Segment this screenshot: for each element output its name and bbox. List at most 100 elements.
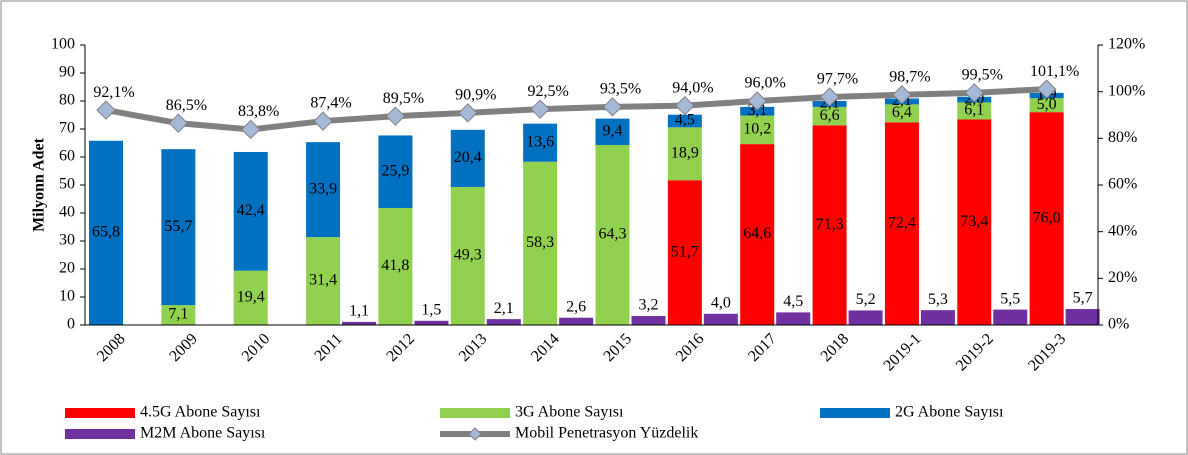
y-tick-label: 20 <box>59 260 75 277</box>
y2-tick-label: 20% <box>1108 269 1137 286</box>
data-label: 5,3 <box>928 291 948 308</box>
y-tick-label: 100 <box>51 36 75 53</box>
bar <box>848 310 883 325</box>
data-label: 2,6 <box>566 298 586 315</box>
bar-segment <box>1029 98 1064 113</box>
y2-tick-label: 120% <box>1108 36 1145 53</box>
bar <box>559 317 594 325</box>
line-marker <box>385 106 406 126</box>
data-label: 7,1 <box>168 306 188 323</box>
bar-segment <box>378 207 413 325</box>
bar-segment <box>884 122 919 325</box>
data-label: 42,4 <box>237 202 265 219</box>
line-marker <box>313 111 333 131</box>
data-label: 55,7 <box>164 218 192 235</box>
bar-segment <box>667 180 702 325</box>
line-marker <box>819 87 840 107</box>
data-label: 3,2 <box>639 297 659 314</box>
data-label: 71,3 <box>816 216 844 233</box>
data-label: 5,2 <box>856 291 876 308</box>
line-marker <box>96 100 116 120</box>
bar-segment <box>740 144 775 325</box>
legend-swatch <box>440 408 510 418</box>
bar-segment <box>161 149 196 306</box>
legend-label: 4.5G Abone Sayısı <box>140 404 261 421</box>
line-marker <box>602 97 623 117</box>
bar-segment <box>233 270 268 325</box>
bar-segment <box>595 118 630 145</box>
bar-segment <box>595 144 630 325</box>
data-label: 10,2 <box>743 121 771 138</box>
y2-tick-label: 80% <box>1108 129 1137 146</box>
line-label: 83,8% <box>238 103 279 120</box>
data-label: 25,9 <box>381 162 409 179</box>
legend-label: 3G Abone Sayısı <box>515 404 624 421</box>
bar-segment <box>161 305 196 325</box>
bar-segment <box>667 114 702 128</box>
data-label: 20,4 <box>454 149 482 166</box>
bar-segment <box>233 151 268 271</box>
y-tick-label: 70 <box>59 120 75 137</box>
bar-segment <box>884 104 919 123</box>
legend-label: 2G Abone Sayısı <box>895 404 1004 421</box>
line-marker <box>892 84 912 105</box>
bar-segment <box>306 237 341 325</box>
line-marker <box>458 103 478 123</box>
legend-swatch <box>65 408 135 418</box>
data-label: 33,9 <box>309 180 337 197</box>
line-label: 94,0% <box>672 79 713 96</box>
line-marker <box>530 99 550 119</box>
data-label: 51,7 <box>671 243 699 260</box>
bar-segment <box>812 106 847 126</box>
line-label: 97,7% <box>817 71 858 88</box>
legend-marker <box>468 427 482 441</box>
data-label: 1,1 <box>349 303 369 320</box>
line-label: 89,5% <box>383 90 424 107</box>
data-label: 4,5 <box>675 112 695 129</box>
data-label: 6,1 <box>964 102 984 119</box>
y-tick-label: 40 <box>59 204 75 221</box>
line-label: 101,1% <box>1030 63 1079 80</box>
data-label: 31,4 <box>309 272 337 289</box>
legend-label: M2M Abone Sayısı <box>140 425 266 442</box>
line-label: 92,5% <box>527 83 568 100</box>
bar <box>920 310 955 325</box>
y-tick-label: 80 <box>59 92 75 109</box>
y2-tick-label: 0% <box>1108 316 1129 333</box>
data-label: 2,1 <box>494 300 514 317</box>
data-label: 4,5 <box>783 293 803 310</box>
bar-segment <box>667 127 702 181</box>
bar-segment <box>957 102 992 120</box>
line-label: 90,9% <box>455 87 496 104</box>
data-label: 41,8 <box>381 257 409 274</box>
bar <box>486 319 521 325</box>
bar-segment <box>812 125 847 325</box>
bar-segment <box>450 186 485 325</box>
y-axis-title: Milyonn Adet <box>31 137 48 231</box>
data-label: 5,7 <box>1073 290 1093 307</box>
data-label: 49,3 <box>454 247 482 264</box>
data-label: 58,3 <box>526 234 554 251</box>
line-marker <box>747 91 767 111</box>
bar-segment <box>523 123 558 162</box>
line-label: 87,4% <box>310 95 351 112</box>
line-label: 96,0% <box>745 75 786 92</box>
line-label: 93,5% <box>600 81 641 98</box>
data-label: 65,8 <box>92 224 120 241</box>
bar <box>631 316 666 325</box>
data-label: 64,3 <box>599 226 627 243</box>
data-label: 6,4 <box>892 104 912 121</box>
y-tick-label: 10 <box>59 288 75 305</box>
data-label: 13,6 <box>526 133 554 150</box>
y2-tick-label: 60% <box>1108 176 1137 193</box>
bar-segment <box>378 135 413 208</box>
y2-tick-label: 40% <box>1108 222 1137 239</box>
line-label: 92,1% <box>93 84 134 101</box>
data-label: 5,5 <box>1000 290 1020 307</box>
bar-segment <box>957 119 992 325</box>
line-marker <box>241 119 261 140</box>
data-label: 64,6 <box>743 225 771 242</box>
y2-tick-label: 100% <box>1108 82 1145 99</box>
line-marker <box>675 95 695 116</box>
legend-label: Mobil Penetrasyon Yüzdelik <box>515 425 698 442</box>
